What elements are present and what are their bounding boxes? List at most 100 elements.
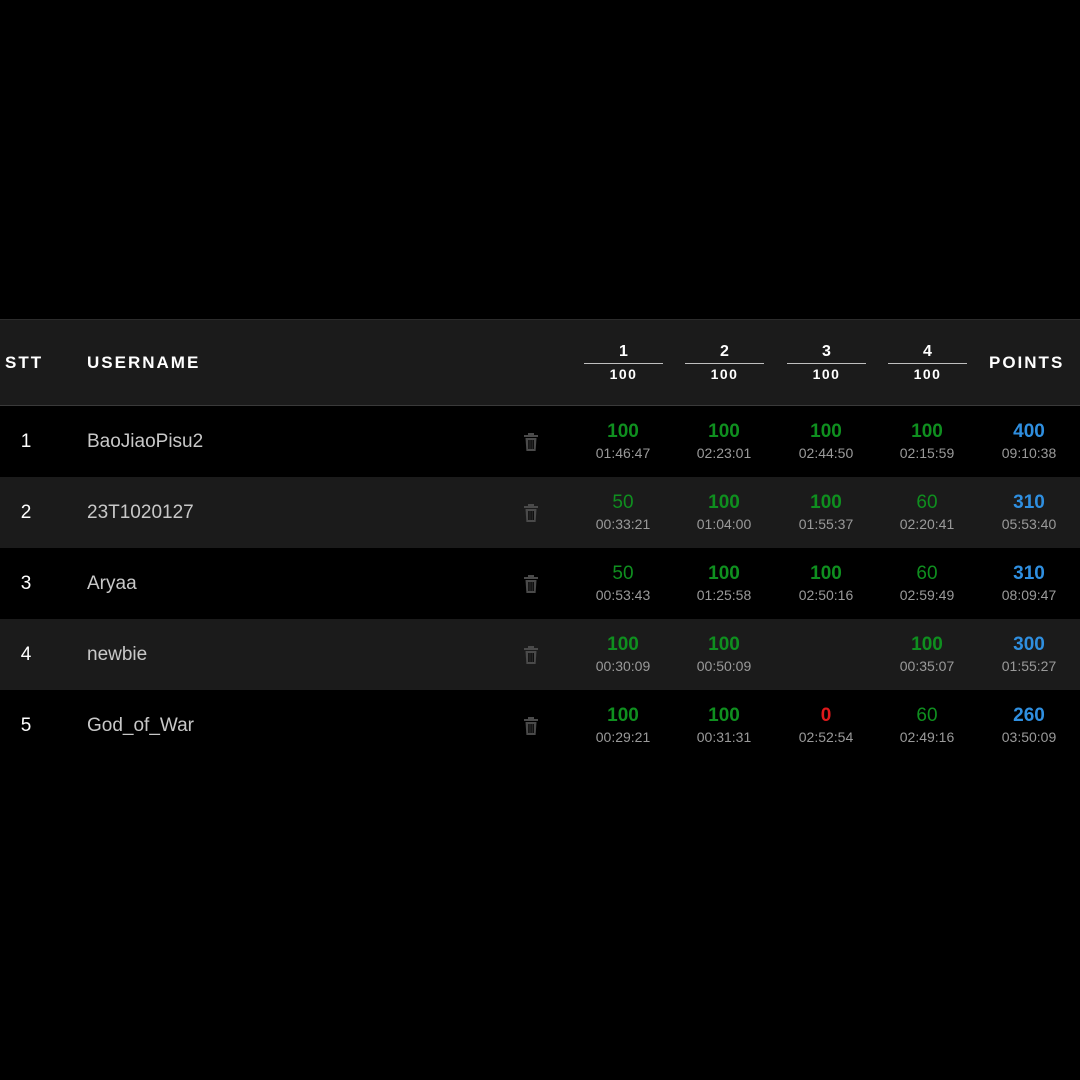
problem-score: 60 — [916, 492, 938, 513]
problem-score: 100 — [810, 563, 842, 584]
rank-cell: 1 — [20, 431, 32, 452]
problem-score: 100 — [708, 492, 740, 513]
column-header-username: USERNAME — [87, 353, 201, 372]
problem-score: 100 — [607, 421, 639, 442]
rank-cell: 2 — [20, 502, 32, 523]
problem-max-score: 100 — [609, 366, 638, 382]
username-cell[interactable]: God_of_War — [87, 715, 195, 736]
rank-cell: 5 — [20, 715, 32, 736]
problem-number: 2 — [685, 342, 764, 364]
problem-score: 0 — [820, 705, 832, 726]
problem-2-result[interactable]: 100 00:50:09 — [679, 633, 769, 675]
problem-score: 100 — [607, 705, 639, 726]
problem-3-result[interactable] — [781, 633, 871, 657]
problem-score: 100 — [708, 563, 740, 584]
total-time: 09:10:38 — [1001, 445, 1057, 461]
column-header-problem-4[interactable]: 4 100 — [888, 342, 967, 384]
total-time: 01:55:27 — [1001, 658, 1057, 674]
total-points: 300 01:55:27 — [984, 633, 1074, 675]
table-row: 3 Aryaa 50 00:53:43 100 01:25:58 100 02:50:16 60… — [0, 548, 1080, 619]
username-cell[interactable]: 23T1020127 — [87, 502, 194, 523]
problem-2-result[interactable]: 100 01:04:00 — [679, 491, 769, 533]
total-time: 05:53:40 — [1001, 516, 1057, 532]
problem-score: 100 — [607, 634, 639, 655]
column-header-stt: STT — [5, 353, 44, 372]
total-points: 400 09:10:38 — [984, 420, 1074, 462]
problem-time: 01:46:47 — [595, 445, 651, 461]
problem-3-result[interactable]: 100 02:44:50 — [781, 420, 871, 462]
problem-score: 100 — [708, 705, 740, 726]
problem-4-result[interactable]: 100 02:15:59 — [882, 420, 972, 462]
problem-1-result[interactable]: 50 00:53:43 — [578, 562, 668, 604]
total-score: 300 — [1013, 634, 1045, 655]
problem-1-result[interactable]: 100 00:30:09 — [578, 633, 668, 675]
problem-time: 00:30:09 — [595, 658, 651, 674]
problem-score: 50 — [612, 563, 634, 584]
problem-number: 3 — [787, 342, 866, 364]
trash-icon[interactable] — [522, 645, 540, 665]
problem-2-result[interactable]: 100 01:25:58 — [679, 562, 769, 604]
username-cell[interactable]: newbie — [87, 644, 148, 665]
problem-2-result[interactable]: 100 02:23:01 — [679, 420, 769, 462]
problem-time: 00:53:43 — [595, 587, 651, 603]
total-score: 310 — [1013, 492, 1045, 513]
problem-score — [781, 633, 871, 657]
column-header-points: POINTS — [989, 353, 1065, 372]
problem-1-result[interactable]: 100 00:29:21 — [578, 704, 668, 746]
problem-3-result[interactable]: 0 02:52:54 — [781, 704, 871, 746]
trash-icon[interactable] — [522, 716, 540, 736]
trash-icon[interactable] — [522, 432, 540, 452]
total-time: 03:50:09 — [1001, 729, 1057, 745]
problem-time: 02:52:54 — [798, 729, 854, 745]
problem-time: 00:33:21 — [595, 516, 651, 532]
column-header-problem-1[interactable]: 1 100 — [584, 342, 663, 384]
problem-score: 100 — [708, 421, 740, 442]
column-header-problem-3[interactable]: 3 100 — [787, 342, 866, 384]
table-row: 5 God_of_War 100 00:29:21 100 00:31:31 0 02:52:… — [0, 690, 1080, 761]
rank-cell: 4 — [20, 644, 32, 665]
table-header: STT USERNAME 1 100 2 100 3 100 4 100 POI… — [0, 319, 1080, 406]
problem-time: 00:31:31 — [696, 729, 752, 745]
problem-1-result[interactable]: 50 00:33:21 — [578, 491, 668, 533]
problem-max-score: 100 — [812, 366, 841, 382]
problem-score: 100 — [810, 492, 842, 513]
problem-score: 100 — [911, 634, 943, 655]
scoreboard-table: STT USERNAME 1 100 2 100 3 100 4 100 POI… — [0, 319, 1080, 761]
total-points: 260 03:50:09 — [984, 704, 1074, 746]
rank-cell: 3 — [20, 573, 32, 594]
total-score: 310 — [1013, 563, 1045, 584]
problem-4-result[interactable]: 100 00:35:07 — [882, 633, 972, 675]
problem-time: 02:59:49 — [899, 587, 955, 603]
trash-icon[interactable] — [522, 574, 540, 594]
problem-4-result[interactable]: 60 02:20:41 — [882, 491, 972, 533]
problem-time: 00:50:09 — [696, 658, 752, 674]
problem-time: 00:35:07 — [899, 658, 955, 674]
problem-time: 01:25:58 — [696, 587, 752, 603]
problem-time: 02:49:16 — [899, 729, 955, 745]
problem-2-result[interactable]: 100 00:31:31 — [679, 704, 769, 746]
problem-score: 100 — [708, 634, 740, 655]
problem-time: 00:29:21 — [595, 729, 651, 745]
problem-3-result[interactable]: 100 01:55:37 — [781, 491, 871, 533]
problem-number: 1 — [584, 342, 663, 364]
problem-time: 02:20:41 — [899, 516, 955, 532]
problem-max-score: 100 — [710, 366, 739, 382]
problem-1-result[interactable]: 100 01:46:47 — [578, 420, 668, 462]
username-cell[interactable]: Aryaa — [87, 573, 137, 594]
problem-time: 02:23:01 — [696, 445, 752, 461]
problem-number: 4 — [888, 342, 967, 364]
problem-score: 100 — [810, 421, 842, 442]
problem-score: 60 — [916, 705, 938, 726]
problem-time: 02:15:59 — [899, 445, 955, 461]
table-row: 4 newbie 100 00:30:09 100 00:50:09 100 00:35:07… — [0, 619, 1080, 690]
table-row: 2 23T1020127 50 00:33:21 100 01:04:00 100 01:55… — [0, 477, 1080, 548]
username-cell[interactable]: BaoJiaoPisu2 — [87, 431, 204, 452]
problem-score: 50 — [612, 492, 634, 513]
total-points: 310 08:09:47 — [984, 562, 1074, 604]
problem-3-result[interactable]: 100 02:50:16 — [781, 562, 871, 604]
problem-4-result[interactable]: 60 02:49:16 — [882, 704, 972, 746]
problem-4-result[interactable]: 60 02:59:49 — [882, 562, 972, 604]
trash-icon[interactable] — [522, 503, 540, 523]
column-header-problem-2[interactable]: 2 100 — [685, 342, 764, 384]
